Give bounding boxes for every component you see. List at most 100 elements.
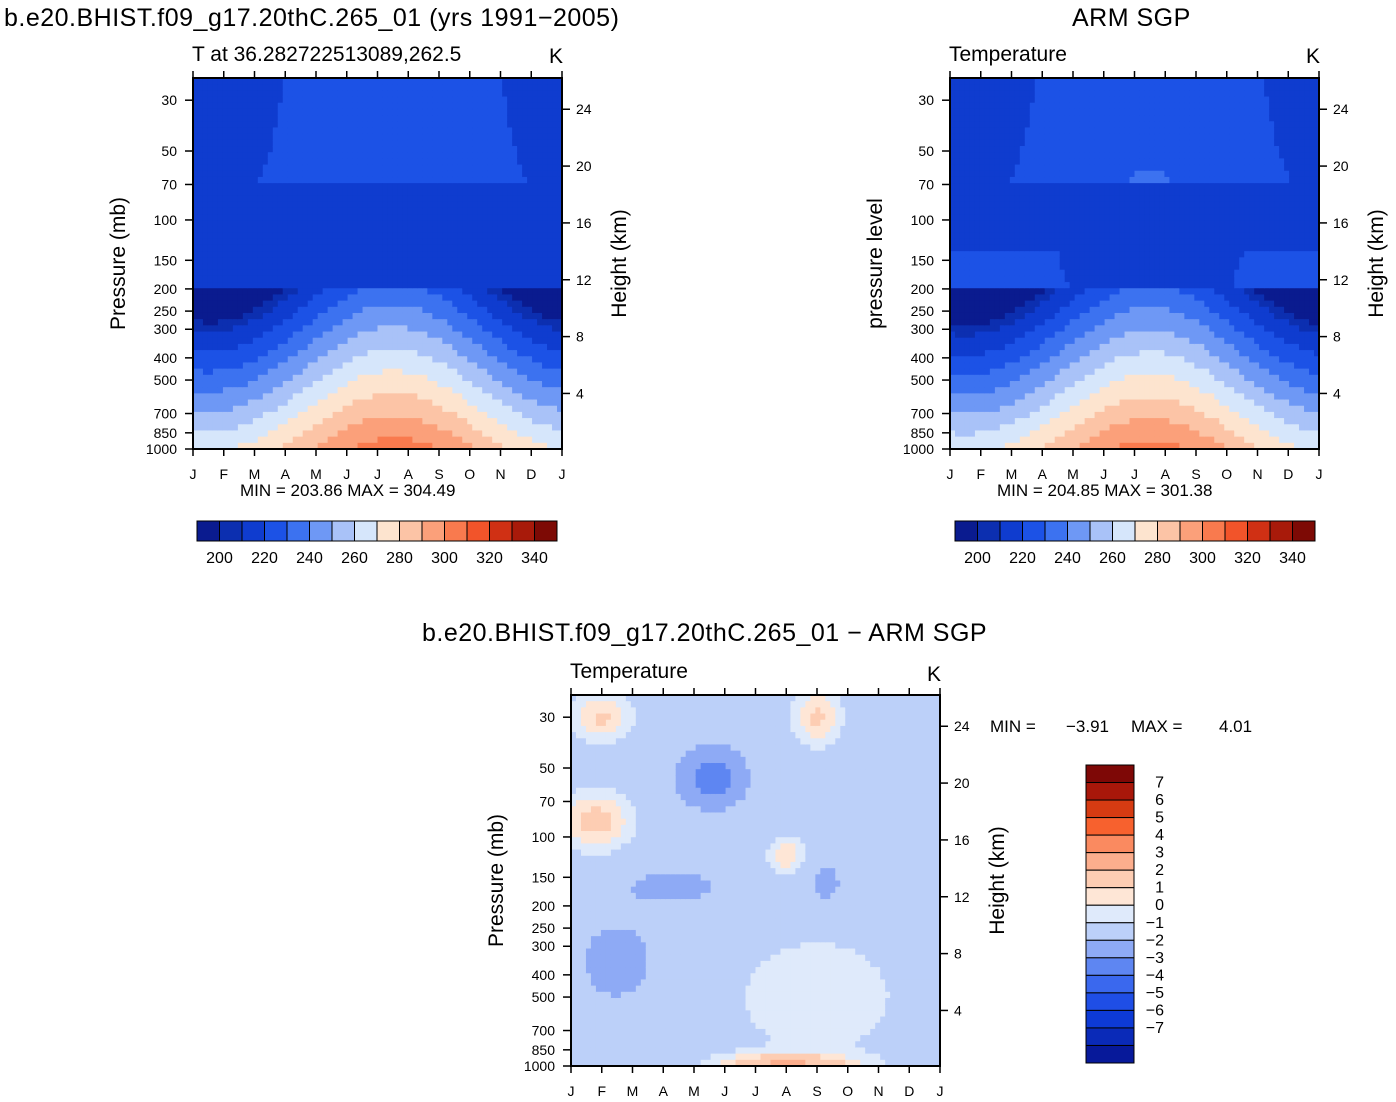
model-cell xyxy=(222,146,229,153)
model-cell xyxy=(193,96,199,104)
model-cell xyxy=(372,374,379,382)
model-cell xyxy=(217,282,224,289)
model-cell xyxy=(497,195,503,203)
model-panel-title: b.e20.BHIST.f09_g17.20thC.265_01 (yrs 19… xyxy=(4,4,620,32)
model-cell xyxy=(552,158,558,166)
model-cell xyxy=(217,115,224,122)
obs-cell xyxy=(964,146,971,153)
model-cell xyxy=(522,170,528,178)
model-cell xyxy=(407,442,414,450)
model-cell xyxy=(252,263,259,271)
model-cell xyxy=(482,374,488,382)
model-cell xyxy=(307,436,314,444)
model-cell xyxy=(282,331,289,339)
obs-cell xyxy=(974,201,981,209)
model-cell xyxy=(277,275,284,283)
model-cell xyxy=(337,380,344,388)
model-cell xyxy=(522,214,528,221)
model-cell xyxy=(517,244,523,252)
model-cell xyxy=(222,300,229,308)
model-cell xyxy=(547,343,553,351)
model-cell xyxy=(397,356,404,364)
model-cell xyxy=(262,411,269,419)
model-cell xyxy=(462,411,468,419)
model-cell xyxy=(222,405,229,413)
model-cell xyxy=(267,418,274,425)
obs-cell xyxy=(974,387,981,394)
model-cell xyxy=(467,269,473,277)
model-cell xyxy=(287,158,294,166)
model-cell xyxy=(312,263,319,271)
model-cell xyxy=(202,183,209,190)
model-cell xyxy=(367,331,374,339)
model-cell xyxy=(357,387,364,394)
model-cell xyxy=(262,306,269,314)
model-cell xyxy=(537,201,543,209)
model-cell xyxy=(477,319,483,326)
model-cell xyxy=(427,312,433,320)
model-cell xyxy=(467,84,473,91)
model-cell xyxy=(297,183,304,190)
model-cell xyxy=(467,152,473,159)
model-cell xyxy=(527,300,533,308)
model-cell xyxy=(207,244,214,252)
model-cell xyxy=(322,78,329,85)
model-cell xyxy=(467,238,473,246)
model-cell xyxy=(362,300,369,308)
model-cell xyxy=(227,146,234,153)
model-cell xyxy=(532,158,538,166)
model-cell xyxy=(247,251,254,258)
model-cell xyxy=(462,220,468,227)
obs-cell xyxy=(979,393,986,401)
model-cell xyxy=(202,226,209,234)
model-cell xyxy=(552,368,558,376)
model-cell xyxy=(217,288,224,296)
model-cell xyxy=(262,319,269,326)
model-cell xyxy=(447,269,453,277)
model-cell xyxy=(337,146,344,153)
model-cell xyxy=(497,331,503,339)
model-cell xyxy=(352,244,359,252)
model-cell xyxy=(492,387,498,394)
model-cell xyxy=(462,312,468,320)
obs-cell xyxy=(959,331,966,339)
model-cell xyxy=(322,350,329,357)
model-cell xyxy=(357,232,364,240)
diff-subtitle: Temperature xyxy=(570,660,688,683)
obs-cell xyxy=(979,244,986,252)
model-cell xyxy=(252,269,259,277)
model-cell xyxy=(302,380,309,388)
model-cell xyxy=(397,238,404,246)
model-cell xyxy=(422,294,428,302)
model-cell xyxy=(427,275,433,283)
model-cell xyxy=(267,232,274,240)
model-cell xyxy=(497,214,503,221)
model-cell xyxy=(287,380,294,388)
obs-cell xyxy=(964,207,971,215)
model-cell xyxy=(387,368,394,376)
model-cell xyxy=(392,380,399,388)
model-cell xyxy=(337,201,344,209)
model-cell xyxy=(427,127,433,135)
model-cell xyxy=(342,430,349,438)
model-cell xyxy=(237,418,244,425)
model-cell xyxy=(472,411,478,419)
model-cell xyxy=(467,387,473,394)
obs-cell xyxy=(954,368,961,376)
model-cell xyxy=(472,319,478,326)
diff-units: K xyxy=(927,663,942,686)
model-cell xyxy=(237,257,244,265)
model-cell xyxy=(267,220,274,227)
model-cell xyxy=(402,201,409,209)
model-cell xyxy=(527,96,533,104)
model-cell xyxy=(452,282,458,289)
obs-cell xyxy=(974,96,981,104)
model-cell xyxy=(247,201,254,209)
model-cell xyxy=(447,133,453,141)
model-cell xyxy=(407,411,414,419)
obs-cell xyxy=(979,368,986,376)
model-cell xyxy=(302,201,309,209)
obs-cell xyxy=(969,96,976,104)
model-cell xyxy=(372,393,379,401)
model-cell xyxy=(272,102,279,110)
